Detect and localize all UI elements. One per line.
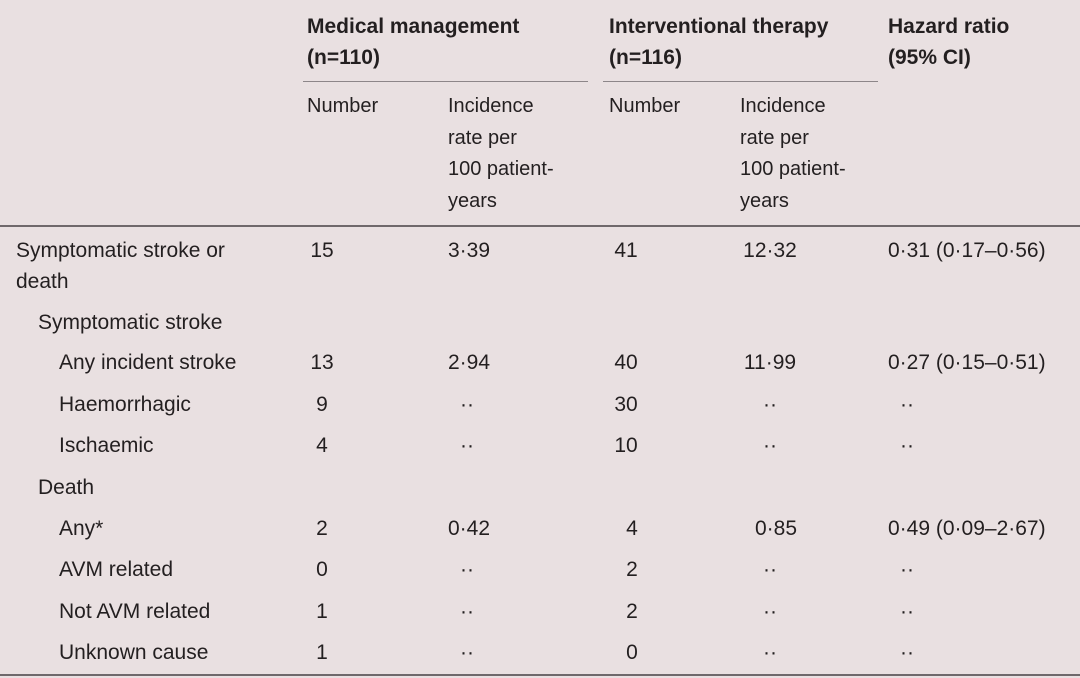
row-label-death: Death bbox=[38, 476, 95, 499]
row-label-avm-related: AVM related bbox=[59, 558, 173, 581]
cell-hazard-ratio: ·· bbox=[900, 600, 914, 623]
cell-mm-number: 15 bbox=[310, 239, 334, 262]
row-label-not-avm-related: Not AVM related bbox=[59, 600, 211, 623]
cell-mm-rate: 2·94 bbox=[448, 351, 491, 374]
cell-it-number: 30 bbox=[614, 393, 638, 416]
cell-mm-rate: ·· bbox=[460, 600, 474, 623]
cell-it-rate: ·· bbox=[763, 558, 777, 581]
cell-it-number: 10 bbox=[614, 434, 638, 457]
cell-mm-number: 2 bbox=[316, 517, 328, 540]
table-bottom-rule bbox=[0, 674, 1080, 676]
subheader-mm-number: Number bbox=[307, 95, 379, 117]
cell-hazard-ratio: 0·27 (0·15–0·51) bbox=[888, 351, 1046, 374]
cell-it-rate: ·· bbox=[763, 600, 777, 623]
row-label-any-incident-stroke: Any incident stroke bbox=[59, 351, 237, 374]
cell-hazard-ratio: ·· bbox=[900, 558, 914, 581]
cell-mm-rate: 3·39 bbox=[448, 239, 491, 262]
cell-mm-number: 13 bbox=[310, 351, 334, 374]
cell-it-number: 0 bbox=[626, 641, 638, 664]
cell-hazard-ratio: ·· bbox=[900, 641, 914, 664]
cell-it-number: 41 bbox=[614, 239, 638, 262]
row-label-symptomatic-stroke: Symptomatic stroke bbox=[38, 311, 223, 334]
cell-hazard-ratio: ·· bbox=[900, 393, 914, 416]
subheader-it-number: Number bbox=[609, 95, 681, 117]
cell-mm-number: 9 bbox=[316, 393, 328, 416]
cell-mm-rate: ·· bbox=[460, 393, 474, 416]
cell-it-rate: 0·85 bbox=[754, 517, 798, 540]
header-bottom-rule bbox=[0, 225, 1080, 227]
cell-mm-rate: ·· bbox=[460, 641, 474, 664]
subheader-mm-rate: Incidence rate per 100 patient- years bbox=[448, 95, 554, 212]
cell-it-rate: 11·99 bbox=[743, 351, 797, 374]
cell-it-number: 2 bbox=[626, 600, 638, 623]
row-label-stroke-or-death: Symptomatic stroke or death bbox=[16, 239, 225, 293]
cell-it-number: 40 bbox=[614, 351, 638, 374]
cell-it-number: 4 bbox=[626, 517, 638, 540]
cell-it-rate: 12·32 bbox=[743, 239, 797, 262]
cell-it-rate: ·· bbox=[763, 393, 777, 416]
row-label-any-death: Any* bbox=[59, 517, 104, 540]
header-hazard-ratio: Hazard ratio (95% CI) bbox=[888, 15, 1010, 69]
header-group1-rule bbox=[303, 81, 588, 82]
row-label-ischaemic: Ischaemic bbox=[59, 434, 154, 457]
cell-it-rate: ·· bbox=[763, 641, 777, 664]
row-label-unknown-cause: Unknown cause bbox=[59, 641, 209, 664]
row-label-haemorrhagic: Haemorrhagic bbox=[59, 393, 191, 416]
cell-mm-number: 0 bbox=[316, 558, 328, 581]
cell-mm-number: 1 bbox=[316, 600, 328, 623]
cell-mm-number: 4 bbox=[316, 434, 328, 457]
cell-mm-rate: ·· bbox=[460, 558, 474, 581]
header-medical-management: Medical management (n=110) bbox=[307, 15, 520, 69]
cell-hazard-ratio: ·· bbox=[900, 434, 914, 457]
subheader-it-rate: Incidence rate per 100 patient- years bbox=[740, 95, 846, 212]
cell-hazard-ratio: 0·49 (0·09–2·67) bbox=[888, 517, 1046, 540]
cell-it-number: 2 bbox=[626, 558, 638, 581]
cell-mm-number: 1 bbox=[316, 641, 328, 664]
cell-mm-rate: ·· bbox=[460, 434, 474, 457]
header-group2-rule bbox=[603, 81, 878, 82]
header-interventional-therapy: Interventional therapy (n=116) bbox=[609, 15, 829, 69]
cell-mm-rate: 0·42 bbox=[448, 517, 491, 540]
cell-it-rate: ·· bbox=[763, 434, 777, 457]
cell-hazard-ratio: 0·31 (0·17–0·56) bbox=[888, 239, 1046, 262]
